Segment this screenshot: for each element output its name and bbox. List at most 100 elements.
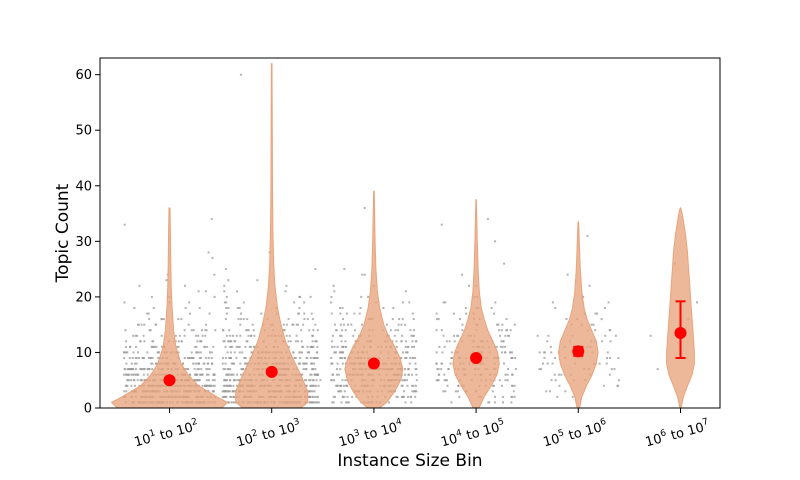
scatter-point xyxy=(224,345,227,348)
scatter-point xyxy=(395,345,398,348)
scatter-point xyxy=(246,329,249,332)
scatter-point xyxy=(241,351,244,354)
scatter-point xyxy=(330,357,333,359)
scatter-point xyxy=(227,390,230,393)
scatter-point xyxy=(308,379,311,382)
scatter-point xyxy=(178,334,181,337)
scatter-point xyxy=(208,368,211,371)
scatter-point xyxy=(314,357,317,359)
violin-body xyxy=(558,221,599,409)
scatter-point xyxy=(195,334,198,337)
scatter-point xyxy=(196,368,199,371)
scatter-point xyxy=(132,368,135,371)
scatter-point xyxy=(195,345,198,348)
scatter-point xyxy=(546,362,549,365)
scatter-point xyxy=(617,379,620,382)
scatter-point xyxy=(192,357,195,359)
scatter-point xyxy=(438,373,441,376)
scatter-point xyxy=(498,329,501,332)
scatter-point xyxy=(392,307,395,309)
scatter-point xyxy=(331,334,334,337)
scatter-point xyxy=(226,351,229,354)
scatter-point xyxy=(404,345,407,348)
scatter-point xyxy=(311,334,314,337)
scatter-point xyxy=(501,323,504,326)
scatter-point xyxy=(413,345,415,348)
scatter-point xyxy=(193,379,196,382)
scatter-point xyxy=(458,318,461,321)
scatter-point xyxy=(391,318,394,321)
scatter-point xyxy=(247,329,250,332)
scatter-point xyxy=(246,318,249,321)
scatter-point xyxy=(141,357,144,359)
scatter-point xyxy=(565,318,568,321)
scatter-point xyxy=(343,384,345,387)
scatter-point xyxy=(252,329,255,332)
scatter-point xyxy=(452,312,455,315)
scatter-point xyxy=(487,401,490,404)
scatter-point xyxy=(185,368,187,371)
scatter-point xyxy=(335,351,337,354)
scatter-point xyxy=(395,340,398,343)
scatter-point xyxy=(310,362,313,365)
scatter-point xyxy=(414,384,417,387)
scatter-point xyxy=(148,318,151,321)
scatter-point xyxy=(451,357,454,359)
scatter-point xyxy=(156,351,159,354)
scatter-point xyxy=(461,273,464,276)
scatter-point xyxy=(205,329,208,332)
scatter-point xyxy=(148,329,151,332)
scatter-point xyxy=(233,351,236,354)
scatter-point xyxy=(236,307,239,309)
scatter-point xyxy=(514,368,517,371)
scatter-point xyxy=(198,307,201,309)
scatter-point xyxy=(414,357,417,359)
scatter-point xyxy=(124,351,127,354)
scatter-point xyxy=(195,351,198,354)
scatter-point xyxy=(295,323,298,326)
scatter-point xyxy=(354,329,357,332)
scatter-point xyxy=(339,323,342,326)
scatter-point xyxy=(193,368,196,371)
mean-marker xyxy=(265,365,278,378)
scatter-point xyxy=(129,345,132,348)
scatter-point xyxy=(341,329,344,332)
scatter-point xyxy=(404,368,406,371)
scatter-point xyxy=(315,401,318,404)
scatter-point xyxy=(337,390,340,393)
scatter-point xyxy=(305,362,308,365)
scatter-point xyxy=(333,345,336,348)
scatter-point xyxy=(242,318,245,321)
scatter-point xyxy=(201,329,203,332)
scatter-point xyxy=(543,357,546,359)
scatter-point xyxy=(504,351,506,354)
scatter-point xyxy=(385,323,388,326)
scatter-point xyxy=(354,340,357,343)
scatter-point xyxy=(221,395,224,398)
scatter-point xyxy=(403,390,405,393)
scatter-point xyxy=(143,323,146,326)
scatter-point xyxy=(511,357,513,359)
scatter-point xyxy=(143,340,146,343)
scatter-point xyxy=(305,384,308,387)
scatter-point xyxy=(306,351,309,354)
scatter-point xyxy=(125,390,128,393)
scatter-point xyxy=(546,340,549,343)
scatter-point xyxy=(201,334,204,337)
scatter-points-layer xyxy=(122,73,698,404)
scatter-point xyxy=(342,323,345,326)
scatter-point xyxy=(124,384,127,387)
y-tick-label: 30 xyxy=(75,235,92,250)
scatter-point xyxy=(494,240,497,243)
scatter-point xyxy=(510,401,513,404)
scatter-point xyxy=(183,334,186,337)
scatter-point xyxy=(251,351,254,354)
scatter-point xyxy=(124,345,127,348)
scatter-point xyxy=(205,379,208,382)
scatter-point xyxy=(155,345,158,348)
scatter-point xyxy=(594,329,597,332)
scatter-point xyxy=(225,295,228,298)
scatter-point xyxy=(228,357,231,359)
scatter-point xyxy=(135,368,137,371)
scatter-point xyxy=(345,401,348,404)
